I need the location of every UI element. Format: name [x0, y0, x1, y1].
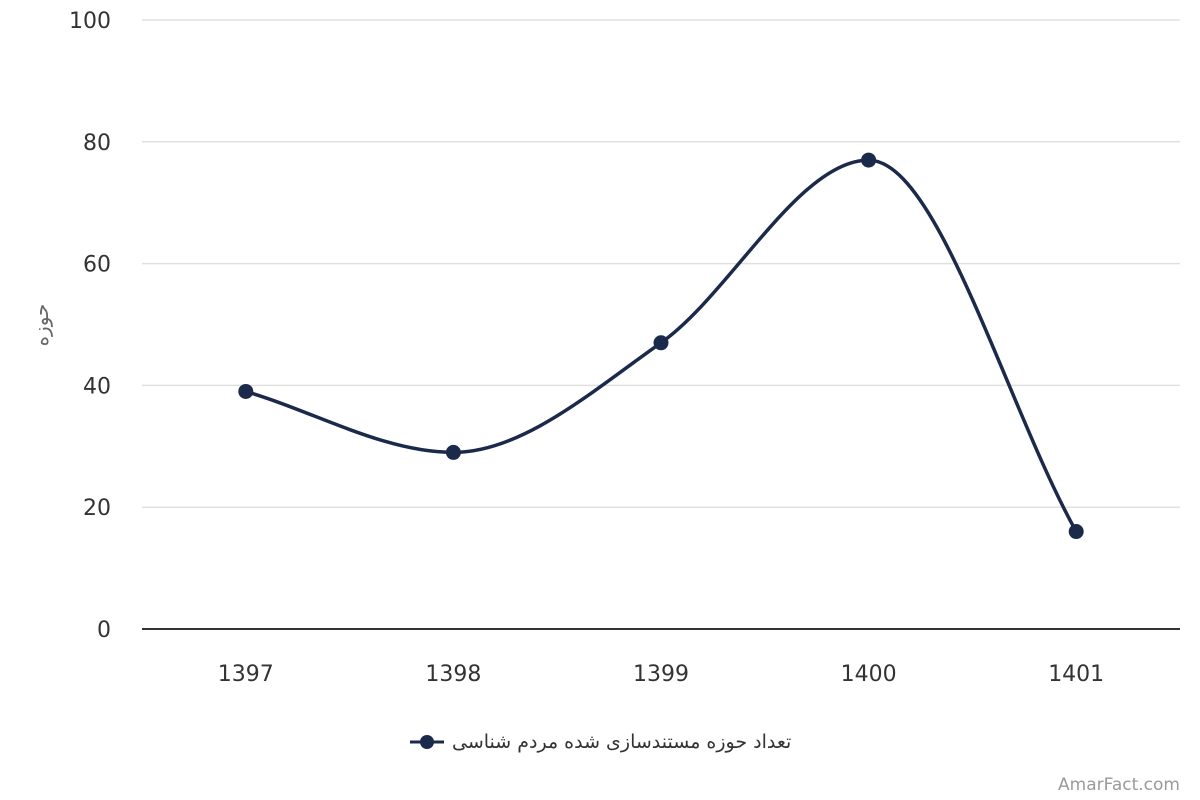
x-tick-label: 1400: [841, 662, 897, 687]
y-axis-title: حوزه: [29, 304, 53, 347]
series-line: [245, 158, 1078, 533]
x-tick-label: 1397: [218, 662, 274, 687]
y-tick-label: 40: [83, 374, 111, 399]
data-point-1398[interactable]: [445, 444, 461, 460]
y-tick-label: 20: [83, 496, 111, 521]
x-tick-label: 1398: [425, 662, 481, 687]
x-tick-label: 1399: [633, 662, 689, 687]
x-axis-ticks: 1397 1398 1399 1400 1401: [218, 662, 1104, 687]
data-point-1397[interactable]: [238, 383, 254, 399]
credit-watermark[interactable]: AmarFact.com: [1058, 775, 1180, 795]
series-layer: [238, 152, 1084, 540]
grid-lines: [142, 19, 1180, 508]
y-axis-ticks: 0 20 40 60 80 100: [69, 9, 111, 643]
legend-dot-marker: [420, 735, 434, 749]
data-point-1401[interactable]: [1068, 524, 1084, 540]
y-tick-label: 0: [97, 618, 111, 643]
y-tick-label: 60: [83, 253, 111, 278]
y-tick-label: 100: [69, 9, 111, 34]
data-point-1399[interactable]: [653, 335, 669, 351]
y-tick-label: 80: [83, 131, 111, 156]
legend-label: تعداد حوزه مستندسازی شده مردم شناسی: [452, 731, 791, 753]
legend[interactable]: تعداد حوزه مستندسازی شده مردم شناسی: [410, 731, 791, 753]
data-point-1400[interactable]: [861, 152, 877, 168]
x-tick-label: 1401: [1048, 662, 1104, 687]
